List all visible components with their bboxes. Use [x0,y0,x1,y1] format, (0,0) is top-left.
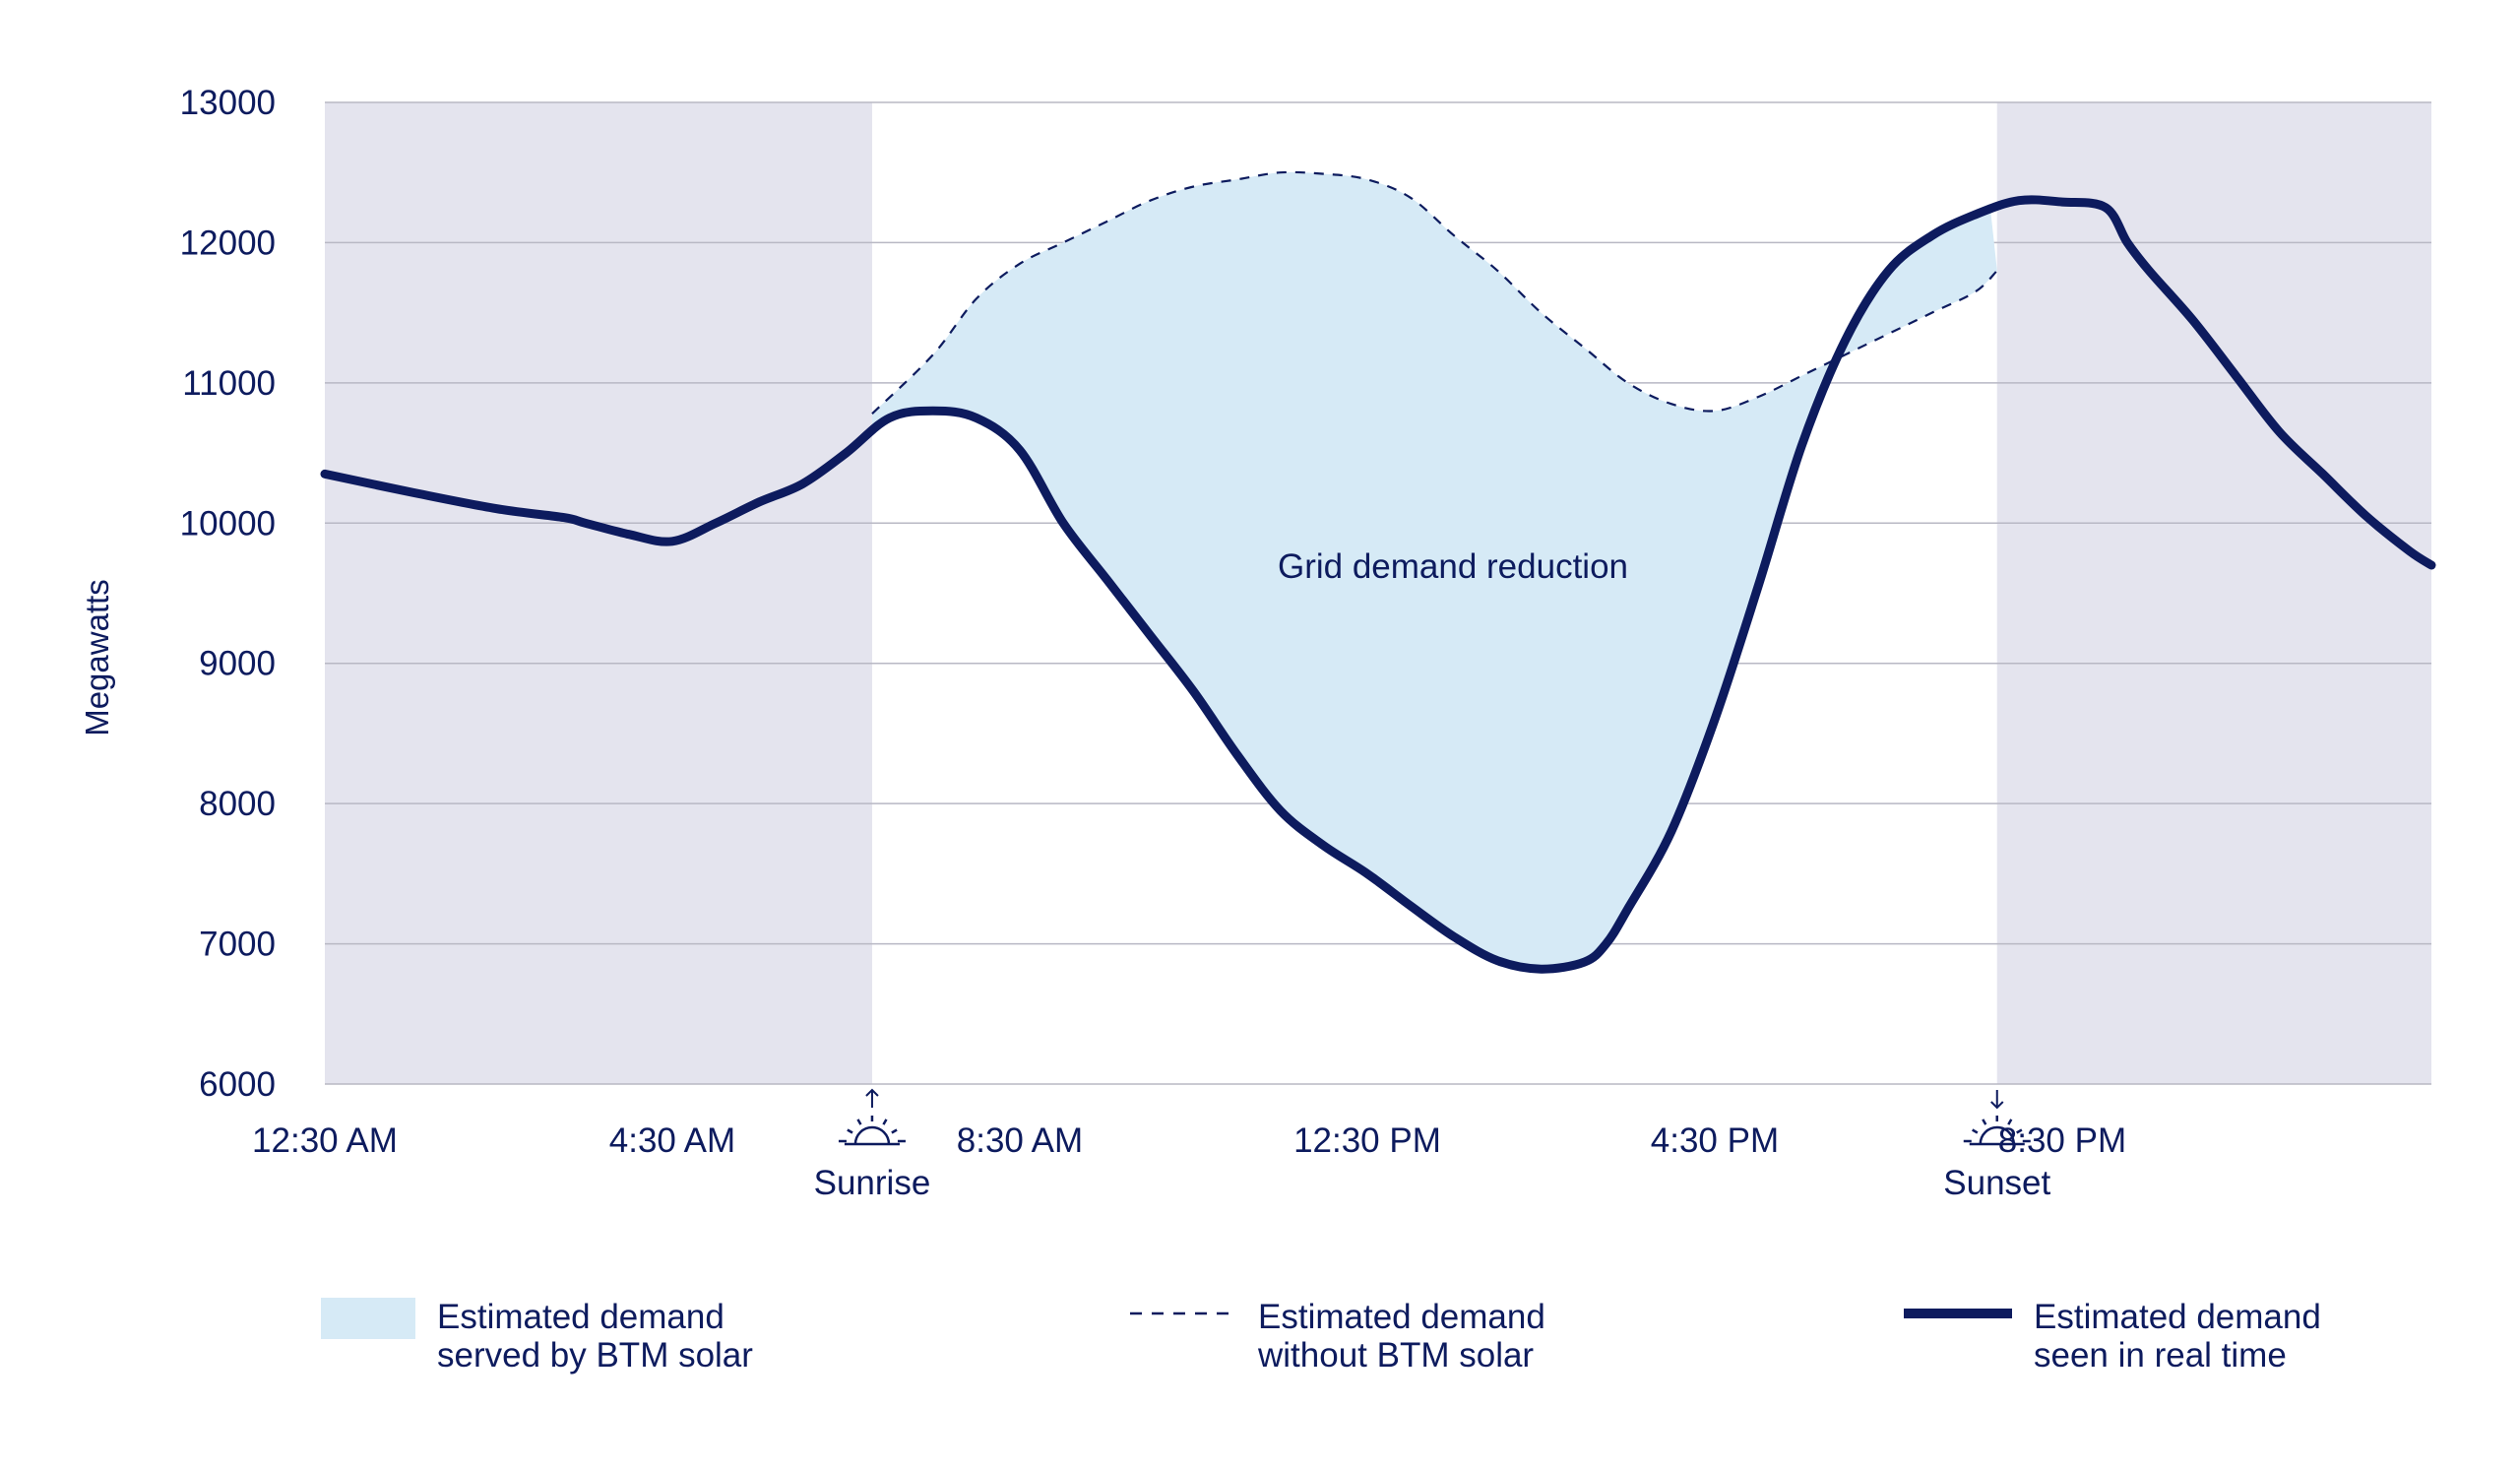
x-tick-label-5: 8:30 PM [1998,1121,2126,1160]
legend-item-dashed: Estimated demand without BTM solar [1128,1298,1545,1375]
legend-item-solar-area: Estimated demand served by BTM solar [321,1298,753,1375]
legend-dashed-line1: Estimated demand [1258,1298,1545,1336]
legend-solid-line1: Estimated demand [2034,1298,2321,1336]
x-tick-label-0: 12:30 AM [252,1121,398,1160]
y-tick-label-7000: 7000 [199,926,276,964]
area-annotation: Grid demand reduction [1278,547,1628,586]
night-band-1 [1996,102,2431,1084]
legend-solid-line2: seen in real time [2034,1336,2287,1375]
legend-dashed-swatch [1130,1311,1234,1315]
legend-area-line2: served by BTM solar [437,1336,753,1375]
x-axis-ticks: 12:30 AM 4:30 AM 8:30 AM 12:30 PM 4:30 PM 8:3… [252,1121,2126,1160]
legend-solid-swatch [1904,1309,2012,1318]
demand-real-time-line [320,195,2436,974]
y-tick-label-12000: 12000 [180,224,276,262]
y-tick-label-11000: 11000 [182,364,276,403]
demand-without-solar-line [871,170,1998,415]
x-tick-label-4: 4:30 PM [1651,1121,1779,1160]
sunset-marker: Sunset [1943,1090,2051,1202]
sunrise-label: Sunrise [814,1164,931,1202]
solar-demand-area [872,171,1997,969]
legend-area-swatch [321,1298,415,1339]
night-band-0 [325,102,872,1084]
x-tick-label-1: 4:30 AM [609,1121,735,1160]
legend-dashed-text: Estimated demand without BTM solar [1258,1298,1545,1375]
y-tick-label-13000: 13000 [180,84,276,122]
y-tick-label-10000: 10000 [180,504,276,543]
sunset-icon [1963,1090,2031,1146]
x-tick-label-2: 8:30 AM [957,1121,1083,1160]
y-tick-label-6000: 6000 [199,1065,276,1104]
sunset-label: Sunset [1943,1164,2050,1202]
legend-solid-text: Estimated demand seen in real time [2034,1298,2321,1375]
night-shading [325,102,2431,1084]
y-tick-label-9000: 9000 [199,645,276,683]
y-tick-label-8000: 8000 [199,785,276,823]
legend-dashed-line2: without BTM solar [1258,1336,1535,1375]
x-tick-label-3: 12:30 PM [1293,1121,1441,1160]
legend-area-text: Estimated demand served by BTM solar [437,1298,753,1375]
y-axis-ticks: 6000 7000 8000 9000 10000 11000 12000 13000 [180,84,276,1104]
sunrise-icon [838,1088,906,1146]
y-axis-title: Megawatts [79,579,115,736]
legend-item-solid: Estimated demand seen in real time [1904,1298,2321,1375]
sunrise-marker: Sunrise [814,1088,931,1202]
legend-area-line1: Estimated demand [437,1298,724,1336]
